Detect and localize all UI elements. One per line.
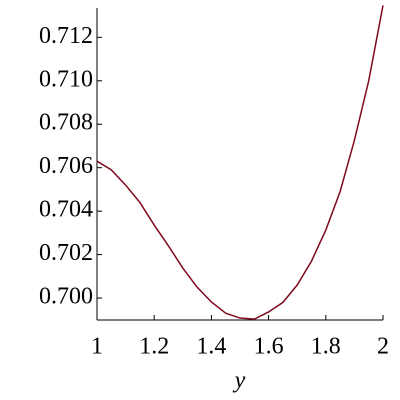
- y-tick-label: 0.704: [39, 197, 93, 223]
- y-tick-label: 0.708: [39, 110, 93, 136]
- x-tick-label: 1.8: [311, 334, 341, 360]
- y-tick-label: 0.710: [39, 66, 93, 92]
- x-tick-label: 2: [377, 334, 389, 360]
- y-tick-label: 0.702: [39, 240, 93, 266]
- x-tick-label: 1: [91, 334, 103, 360]
- x-tick-label: 1.4: [196, 334, 226, 360]
- y-tick-label: 0.712: [39, 23, 93, 49]
- x-tick-label: 1.6: [254, 334, 284, 360]
- curve: [96, 5, 384, 320]
- x-axis-label: y: [233, 368, 246, 394]
- y-tick-label: 0.700: [39, 284, 93, 310]
- x-tick-label: 1.2: [139, 334, 169, 360]
- y-tick-label: 0.706: [39, 153, 93, 179]
